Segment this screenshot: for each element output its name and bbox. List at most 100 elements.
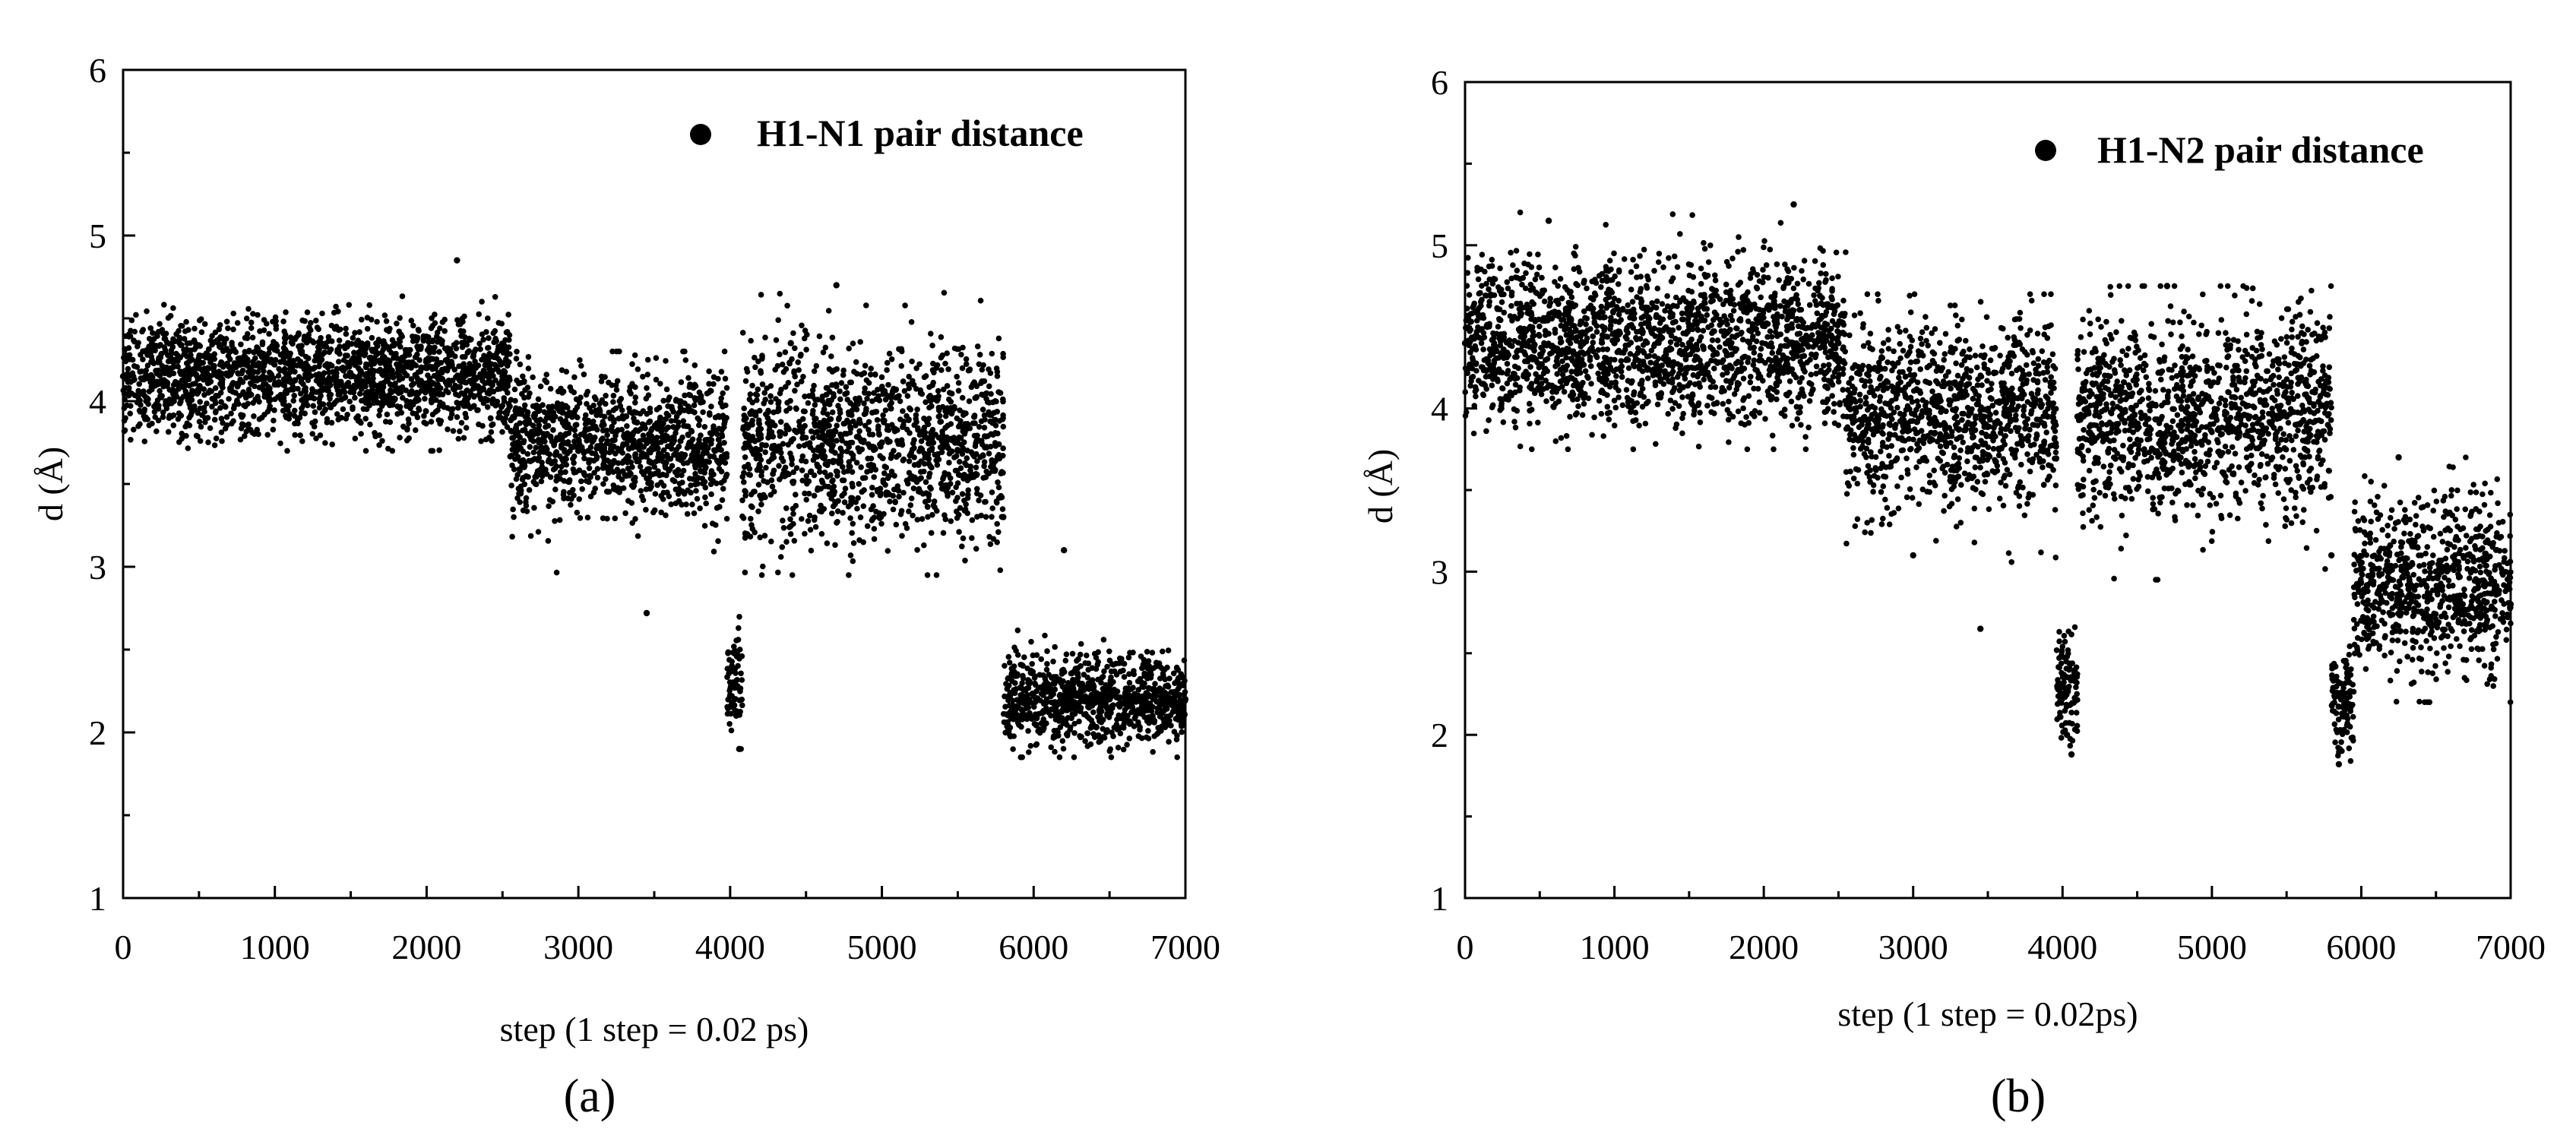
scatter-point [429,380,436,386]
scatter-point [701,424,708,430]
scatter-point [707,481,714,488]
scatter-point [660,471,666,478]
scatter-point [972,395,978,401]
scatter-point [879,384,885,390]
scatter-point [835,416,842,422]
scatter-point [618,396,625,402]
scatter-point [435,362,441,368]
scatter-point [855,495,861,501]
scatter-point [254,426,261,433]
scatter-point [865,455,871,462]
scatter-point [226,356,233,362]
scatter-point [1006,659,1013,666]
scatter-point [886,491,893,498]
scatter-point [692,481,698,488]
scatter-point [243,429,250,435]
scatter-point [992,466,998,473]
scatter-point [557,432,564,438]
scatter-point [840,420,847,427]
scatter-point [1126,735,1133,742]
scatter-point [169,397,176,403]
scatter-point [1012,708,1018,714]
scatter-point [291,362,298,368]
scatter-point [201,321,208,327]
scatter-point [397,315,403,321]
scatter-point [815,485,821,492]
scatter-point [510,435,517,441]
scatter-point [909,446,916,453]
scatter-point [1106,748,1113,754]
scatter-point [393,350,399,357]
scatter-point [292,377,298,384]
scatter-point [960,439,967,445]
scatter-point [587,444,594,451]
scatter-point [656,419,663,425]
scatter-point [1000,423,1007,430]
scatter-point [959,365,966,372]
scatter-point [328,322,335,329]
scatter-point [392,384,399,391]
scatter-point [1121,674,1128,680]
scatter-point [974,485,980,492]
scatter-point [590,402,597,409]
scatter-point [179,323,185,329]
scatter-point [873,396,880,403]
scatter-point [997,567,1004,574]
scatter-point [777,419,784,425]
scatter-point [1020,663,1026,669]
scatter-point [749,382,755,389]
scatter-point [632,394,639,400]
scatter-point [197,399,204,405]
scatter-point [843,390,850,396]
scatter-point [629,410,635,416]
scatter-point [452,353,458,359]
scatter-point [780,525,787,531]
scatter-point [414,414,421,421]
scatter-point [644,411,650,417]
scatter-point [495,414,502,421]
scatter-point [445,389,451,396]
scatter-point [739,702,745,709]
scatter-point [924,572,931,578]
scatter-point [812,416,818,422]
scatter-point [893,454,900,460]
scatter-point [629,361,635,368]
scatter-point [758,370,764,376]
scatter-point [163,383,170,389]
scatter-point [914,406,920,413]
scatter-point [571,374,578,381]
scatter-point [723,402,729,409]
scatter-point [464,349,471,356]
scatter-point [131,426,137,433]
scatter-point [631,352,638,359]
scatter-point [177,400,183,406]
scatter-point [573,422,580,428]
scatter-point [914,547,920,553]
scatter-point [814,429,821,435]
scatter-point [435,381,441,388]
scatter-point [541,449,547,455]
scatter-point [162,401,169,408]
scatter-point [490,396,496,403]
scatter-point [976,352,983,358]
scatter-point [742,569,748,576]
scatter-point [935,387,941,394]
scatter-point [159,327,166,333]
scatter-point [631,476,637,483]
scatter-point [503,360,510,366]
scatter-point [586,465,593,472]
scatter-point [846,463,852,470]
scatter-point [175,358,181,365]
scatter-point [571,453,578,460]
scatter-point [770,470,776,477]
scatter-point [620,485,627,492]
scatter-point [186,422,193,429]
scatter-point [153,378,160,385]
scatter-point [249,334,256,341]
scatter-point [778,455,785,461]
scatter-point [946,390,953,396]
scatter-point [1130,650,1136,656]
scatter-point [787,516,793,523]
scatter-point [986,451,992,457]
